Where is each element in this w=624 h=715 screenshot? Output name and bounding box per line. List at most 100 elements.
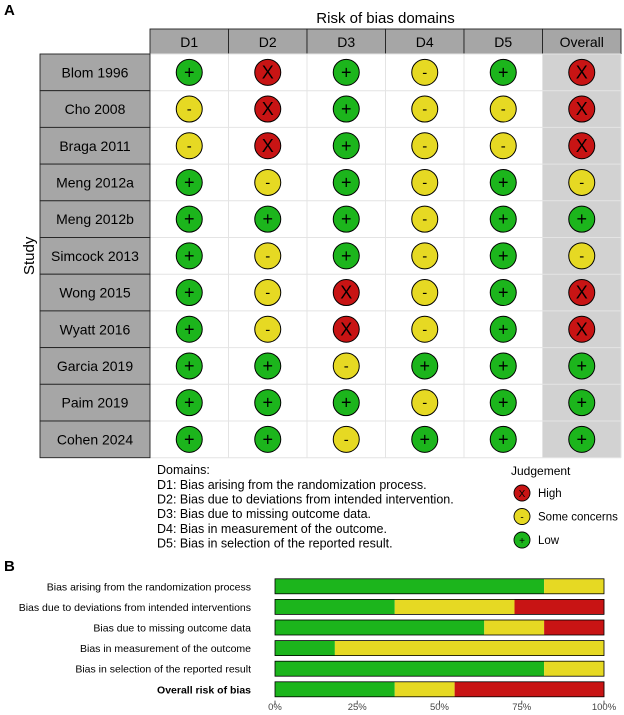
- judgement-dot-low: [568, 205, 596, 233]
- judgement-symbol: X: [576, 136, 588, 156]
- bar-outline: [274, 619, 605, 636]
- bar-category-label: Bias in measurement of the outcome: [80, 643, 251, 655]
- bar-outline: [274, 660, 605, 677]
- study-label: Blom 1996: [62, 64, 129, 80]
- judgement-symbol: +: [341, 172, 352, 192]
- judgement-symbol: +: [184, 172, 195, 192]
- judgement-dot-high: [568, 315, 596, 343]
- judgement-dot-low: [254, 205, 282, 233]
- study-label-cell: [39, 126, 151, 165]
- legend-title: Judgement: [511, 464, 571, 478]
- judgement-dot-some: [411, 58, 439, 86]
- panel-b-summary-bar-chart: B 0% 25% 50% 75% 100% Bias arising from the ra…: [4, 558, 617, 713]
- judgement-symbol: X: [262, 99, 274, 119]
- judgement-symbol: -: [265, 248, 270, 265]
- column-header-overall: Overall: [560, 34, 604, 50]
- judgement-dot-some: [411, 389, 439, 417]
- bar-segment-some-concerns: [334, 640, 604, 656]
- judgement-symbol: -: [501, 101, 506, 118]
- judgement-symbol: -: [265, 321, 270, 338]
- judgement-dot-some: [411, 205, 439, 233]
- judgement-symbol: -: [501, 138, 506, 155]
- judgement-dot-high: [568, 132, 596, 160]
- judgement-dot-some: [411, 168, 439, 196]
- judgement-symbol: +: [498, 62, 509, 82]
- judgement-symbol: -: [265, 285, 270, 302]
- judgement-dot-high: [568, 58, 596, 86]
- judgement-dot-low: [489, 425, 517, 453]
- judgement-symbol: -: [344, 431, 349, 448]
- judgement-symbol: +: [341, 62, 352, 82]
- judgement-dot-some: [175, 95, 203, 123]
- column-header-d1-cell: [149, 28, 229, 55]
- judgement-dot-some: [568, 168, 596, 196]
- judgement-dot-low: [568, 389, 596, 417]
- judgement-symbol: -: [422, 101, 427, 118]
- column-header-d3-cell: [306, 28, 386, 55]
- study-label-cell: [39, 90, 151, 128]
- judgement-dot-low: [489, 352, 517, 380]
- study-label: Paim 2019: [62, 395, 129, 411]
- judgement-dot-high: [568, 279, 596, 307]
- panel-b-label: B: [4, 558, 15, 575]
- column-header-d3: D3: [337, 34, 355, 50]
- judgement-dot-low: [489, 58, 517, 86]
- judgement-symbol: +: [184, 62, 195, 82]
- judgement-symbol: X: [576, 283, 588, 303]
- study-label: Cho 2008: [65, 101, 126, 117]
- bar-outline: [274, 599, 605, 615]
- study-label-cell: [39, 237, 151, 275]
- judgement-symbol: +: [184, 393, 195, 413]
- domain-description: D4: Bias in measurement of the outcome.: [157, 522, 387, 536]
- bar-segment-low: [275, 640, 335, 656]
- column-header-d4: D4: [416, 34, 434, 50]
- study-label: Braga 2011: [59, 138, 131, 154]
- bar-segment-low: [275, 578, 545, 594]
- judgement-dot-some: [411, 132, 439, 160]
- bar-category-label: Bias due to deviations from intended int…: [19, 602, 251, 614]
- domains-title: Domains:: [157, 463, 210, 477]
- judgement-dot-low: [254, 352, 282, 380]
- judgement-symbol: X: [262, 136, 274, 156]
- judgement-symbol: +: [419, 356, 430, 376]
- x-tick-label: 25%: [348, 702, 368, 713]
- judgement-dot-some: [411, 242, 439, 270]
- judgement-symbol: -: [579, 174, 584, 191]
- domain-description: D1: Bias arising from the randomization …: [157, 478, 427, 492]
- study-label-cell: [39, 383, 151, 422]
- judgement-dot-some: [254, 279, 282, 307]
- judgement-dot-some: [489, 132, 517, 160]
- column-header-d2: D2: [259, 34, 277, 50]
- judgement-dot-low: [489, 389, 517, 417]
- judgement-symbol: X: [340, 319, 352, 339]
- judgement-dot-some: [254, 168, 282, 196]
- panel-a-label: A: [4, 2, 15, 19]
- bar-segment-low: [275, 681, 395, 697]
- judgement-dot-low: [489, 242, 517, 270]
- judgement-symbol: -: [422, 138, 427, 155]
- judgement-dot-low: [332, 132, 360, 160]
- judgement-symbol: +: [498, 283, 509, 303]
- judgement-symbol: +: [498, 429, 509, 449]
- judgement-symbol: -: [187, 138, 192, 155]
- judgement-symbol: +: [262, 209, 273, 229]
- judgement-dot-low: [175, 58, 203, 86]
- judgement-dot-high: [254, 58, 282, 86]
- panel-a-traffic-light-plot: A Risk of bias domains D1 D2 D3 D4 D5 Overall Bl…: [4, 2, 622, 550]
- domain-description: D5: Bias in selection of the reported re…: [157, 536, 393, 550]
- judgement-dot-low: [332, 95, 360, 123]
- column-header-d2-cell: [228, 28, 308, 55]
- judgement-symbol: -: [579, 248, 584, 265]
- bar-segment-some-concerns: [394, 599, 515, 615]
- judgement-symbol: +: [498, 319, 509, 339]
- judgement-dot-high: [254, 132, 282, 160]
- judgement-dot-some: [489, 95, 517, 123]
- bar-segment-some-concerns: [484, 620, 545, 635]
- judgement-dot-low: [332, 58, 360, 86]
- judgement-dot-low: [175, 389, 203, 417]
- judgement-dot-some: [175, 132, 203, 160]
- judgement-dot-low: [254, 389, 282, 417]
- judgement-dot-some: [411, 279, 439, 307]
- domain-description: D2: Bias due to deviations from intended…: [157, 493, 454, 507]
- study-label: Wyatt 2016: [60, 321, 131, 337]
